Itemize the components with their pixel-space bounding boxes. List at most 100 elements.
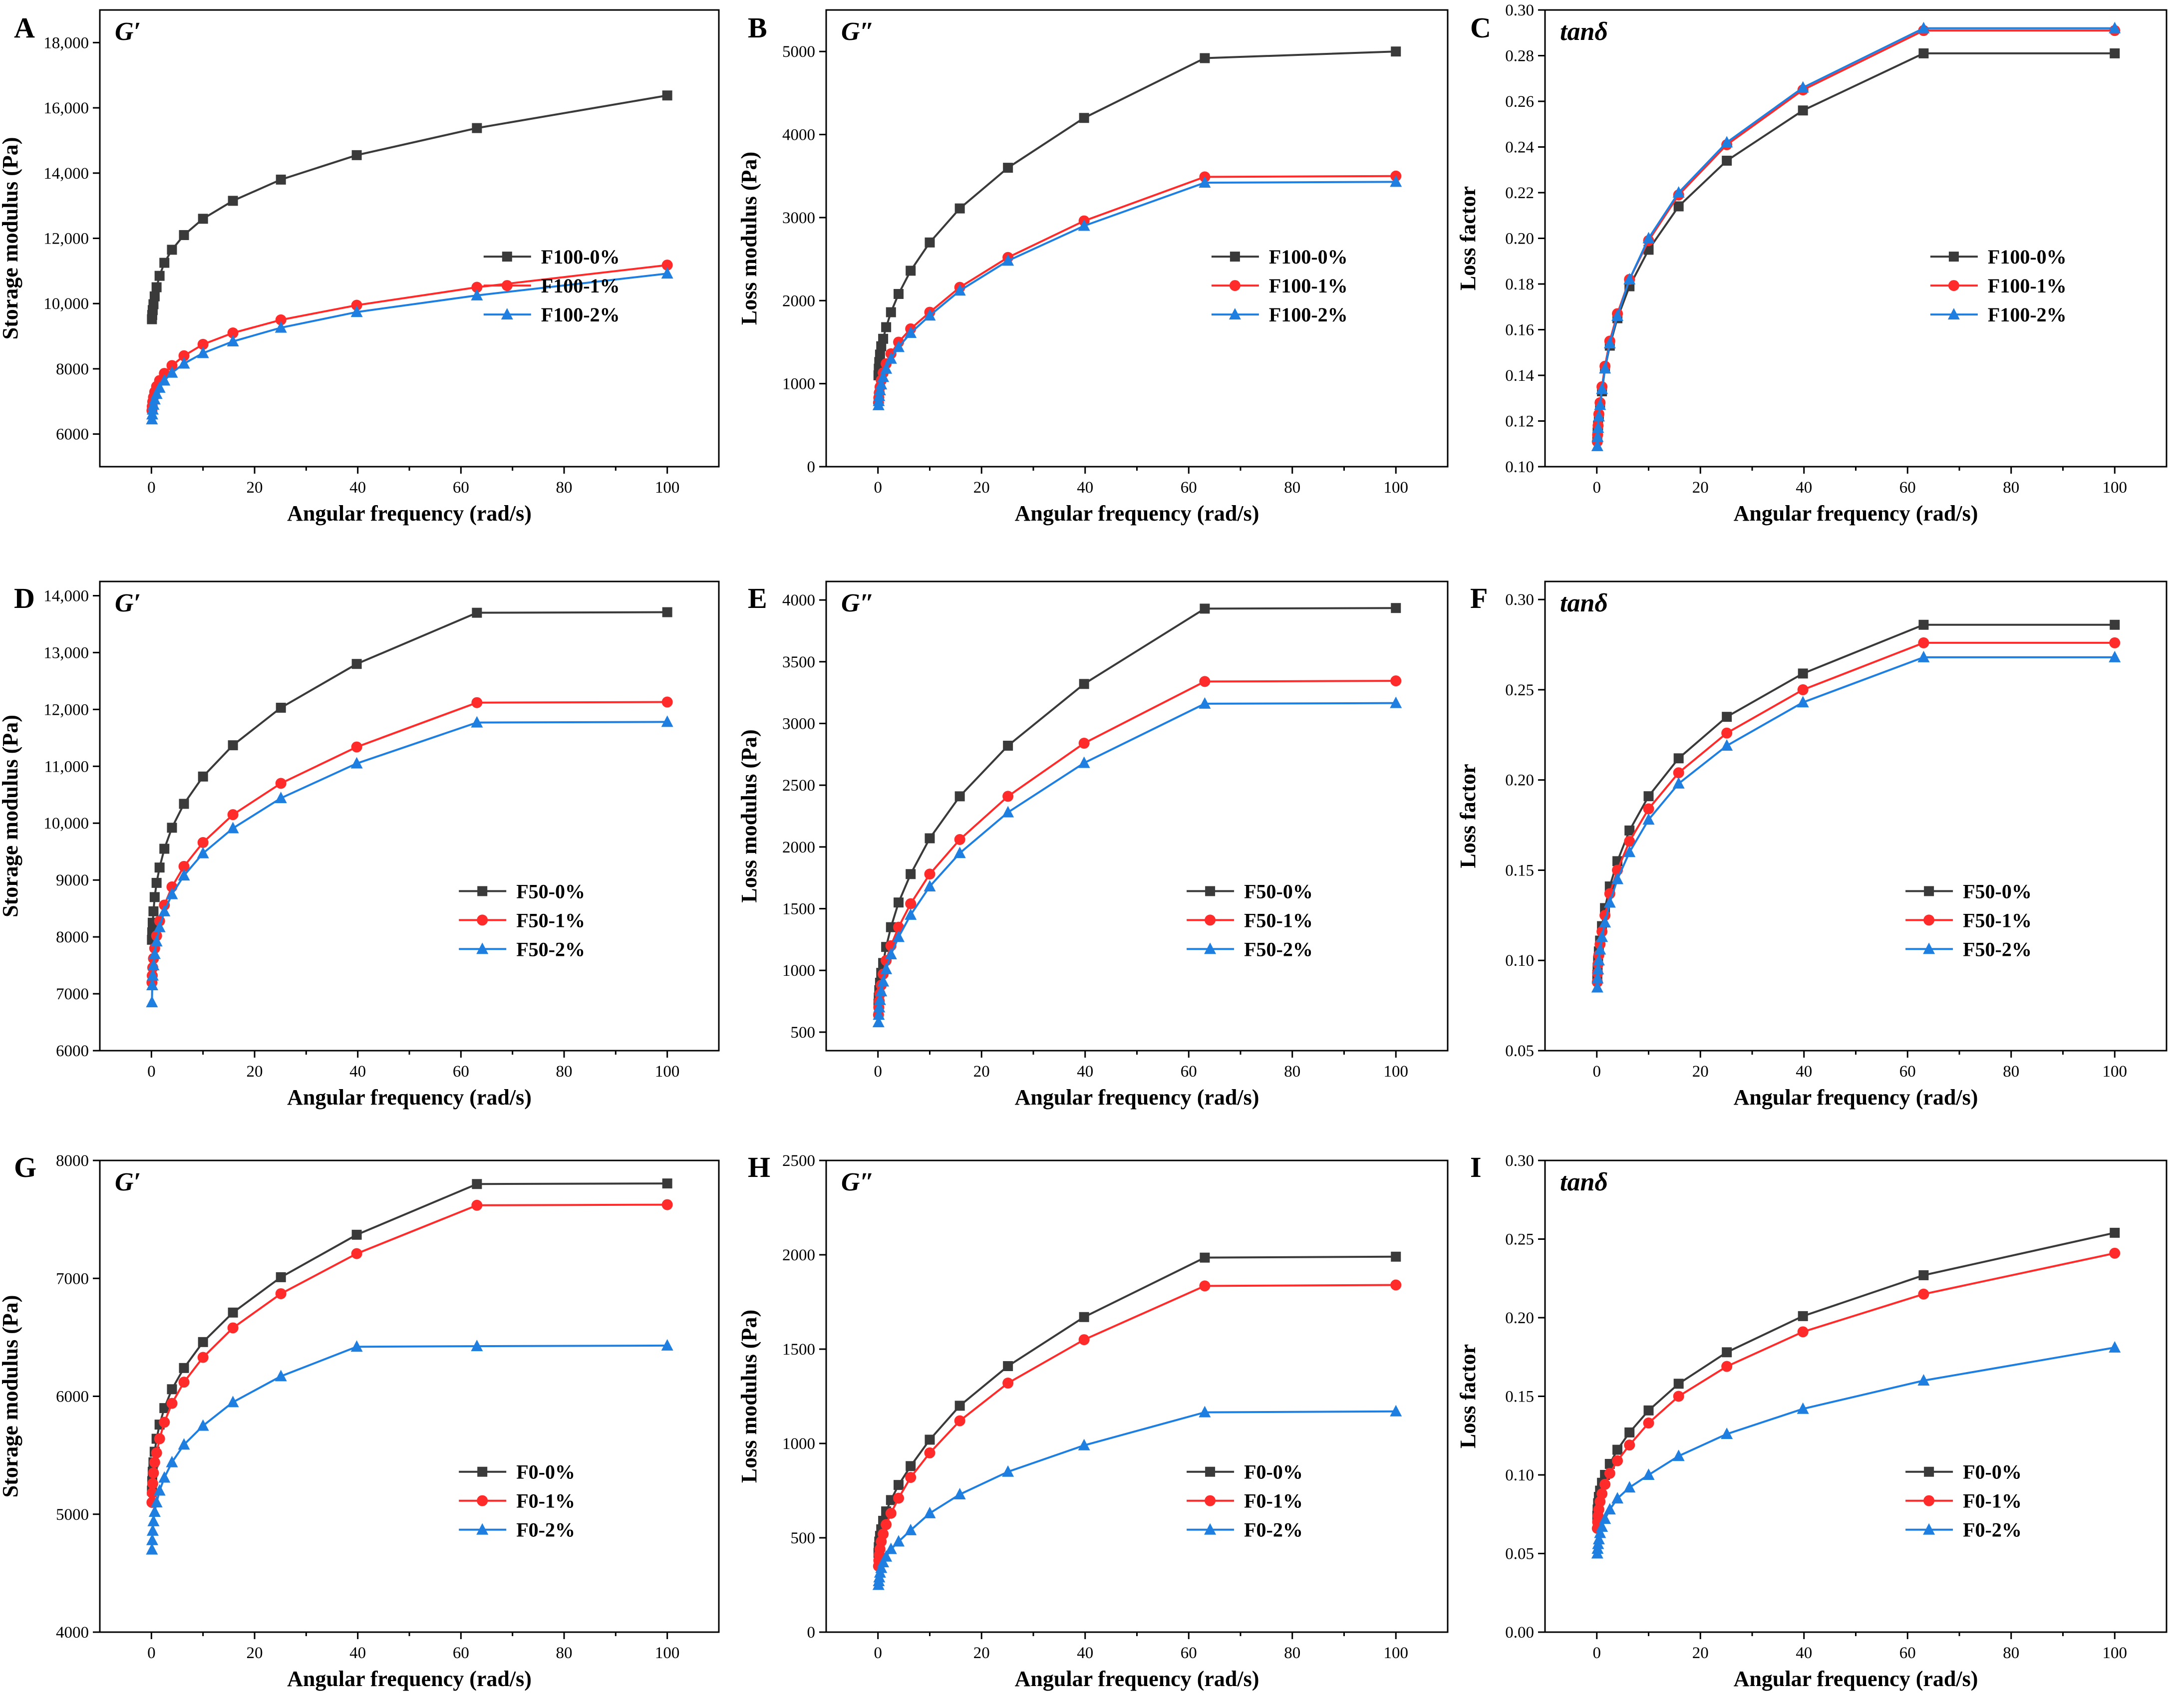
series-f0-2- [1591, 1341, 2121, 1559]
data-point [1643, 791, 1654, 802]
data-point [1611, 309, 1624, 321]
data-point [1797, 684, 1809, 695]
data-point [1917, 650, 1930, 662]
series-f50-1- [1591, 637, 2121, 988]
data-point [167, 245, 177, 255]
y-tick-label: 2000 [782, 839, 815, 856]
data-point [662, 90, 672, 101]
legend: F100-0% F100-1% F100-2% [1211, 246, 1348, 326]
legend: F100-0% F100-1% F100-2% [1930, 246, 2067, 326]
legend-marker [1923, 1523, 1935, 1535]
series-f50-0- [873, 603, 1401, 1009]
data-point [1643, 1418, 1654, 1429]
data-point [197, 837, 209, 848]
series-line [877, 702, 1396, 1023]
legend-marker [1947, 308, 1960, 320]
y-tick-label: 4000 [782, 126, 815, 144]
data-point [1624, 1427, 1635, 1437]
data-point [1673, 753, 1684, 764]
data-point [1673, 767, 1684, 779]
y-tick-label: 12,000 [43, 230, 89, 248]
y-tick-label: 0.10 [1505, 952, 1534, 970]
series-line [151, 1203, 667, 1503]
data-point [151, 877, 162, 888]
quantity-label: G″ [841, 17, 874, 46]
data-point [905, 326, 917, 338]
x-tick-label: 80 [556, 1063, 573, 1081]
data-point [881, 1519, 892, 1530]
legend-marker [1948, 252, 1959, 262]
data-point [471, 282, 483, 293]
data-point [1199, 176, 1211, 188]
x-tick-label: 60 [1181, 1063, 1197, 1081]
data-point [1623, 1481, 1636, 1493]
data-point [197, 346, 209, 358]
data-point [166, 887, 178, 899]
quantity-label: tanδ [1560, 17, 1608, 46]
data-point [1673, 1391, 1684, 1402]
panel-letter: A [14, 11, 35, 44]
x-axis-title: Angular frequency (rad/s) [287, 1085, 532, 1110]
data-point [227, 809, 239, 821]
data-point [2109, 637, 2121, 648]
data-point [1592, 954, 1605, 966]
data-point [872, 1016, 885, 1028]
data-point [880, 1550, 893, 1562]
data-point [159, 844, 170, 854]
y-tick-label: 4000 [782, 591, 815, 609]
y-tick-label: 0.05 [1505, 1042, 1534, 1060]
y-tick-label: 2500 [782, 777, 815, 795]
data-point [1603, 896, 1616, 908]
data-point [893, 1492, 905, 1504]
data-point [661, 715, 673, 727]
legend-marker [477, 886, 488, 896]
data-point [661, 696, 673, 708]
y-tick-label: 10,000 [43, 295, 89, 313]
legend-marker [1923, 942, 1935, 954]
x-tick-label: 100 [2103, 1063, 2128, 1081]
series-f0-2- [872, 1405, 1402, 1590]
x-tick-label: 80 [1284, 479, 1300, 497]
data-point [275, 778, 287, 789]
series-line [1596, 27, 2115, 446]
series-f0-1- [1591, 1247, 2121, 1534]
series-f100-1- [1591, 25, 2121, 447]
data-point [1078, 756, 1090, 768]
data-point [1003, 1361, 1013, 1372]
data-point [146, 996, 158, 1008]
data-point [1797, 81, 1809, 93]
legend-label: F50-0% [1244, 880, 1313, 902]
data-point [227, 822, 239, 834]
data-point [1079, 679, 1089, 689]
y-tick-label: 1000 [782, 375, 815, 393]
data-point [1721, 739, 1733, 751]
y-tick-label: 0.24 [1505, 139, 1534, 157]
quantity-label: G′ [115, 1168, 141, 1196]
legend: F50-0% F50-1% F50-2% [459, 880, 585, 960]
x-tick-label: 0 [874, 1644, 883, 1662]
x-tick-label: 20 [247, 479, 263, 497]
y-tick-label: 0 [807, 1624, 816, 1642]
data-point [198, 214, 208, 224]
panel-letter: H [748, 1151, 770, 1183]
data-point [1592, 1533, 1605, 1545]
x-tick-label: 40 [349, 1644, 366, 1662]
series-f0-1- [146, 1199, 673, 1508]
data-point [894, 897, 904, 908]
data-point [1391, 46, 1401, 57]
data-point [1599, 362, 1611, 374]
data-point [471, 697, 483, 708]
data-point [2110, 619, 2120, 630]
data-point [1078, 1438, 1090, 1450]
x-tick-label: 40 [1077, 479, 1093, 497]
data-point [1591, 430, 1604, 442]
legend-marker [1205, 914, 1216, 926]
data-point [1592, 963, 1604, 975]
data-point [1591, 981, 1603, 993]
data-point [875, 378, 888, 390]
x-tick-label: 0 [1593, 479, 1601, 497]
data-point [1599, 1512, 1611, 1524]
data-point [147, 1478, 158, 1489]
data-point [178, 869, 190, 881]
